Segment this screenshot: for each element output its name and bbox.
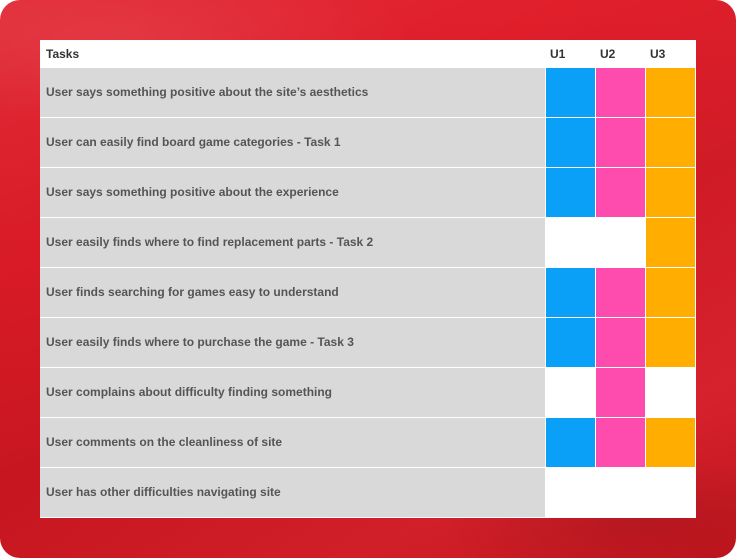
table-row: User can easily find board game categori… <box>40 118 696 168</box>
cell-u1 <box>546 268 595 317</box>
header-u1: U1 <box>550 47 566 61</box>
table-header: Tasks U1 U2 U3 <box>40 40 696 68</box>
task-label: User says something positive about the s… <box>40 68 545 117</box>
task-label: User complains about difficulty finding … <box>40 368 545 417</box>
cell-u2 <box>596 218 645 267</box>
table-row: User complains about difficulty finding … <box>40 368 696 418</box>
task-label: User comments on the cleanliness of site <box>40 418 545 467</box>
table-row: User has other difficulties navigating s… <box>40 468 696 518</box>
cell-u2 <box>596 468 645 517</box>
cell-u2 <box>596 268 645 317</box>
cell-u3 <box>646 468 695 517</box>
header-tasks: Tasks <box>46 47 80 61</box>
cell-u3 <box>646 418 695 467</box>
cell-u1 <box>546 468 595 517</box>
cell-u3 <box>646 68 695 117</box>
table-row: User easily finds where to find replacem… <box>40 218 696 268</box>
cell-u3 <box>646 168 695 217</box>
table-row: User says something positive about the s… <box>40 68 696 118</box>
task-label: User easily finds where to purchase the … <box>40 318 545 367</box>
cell-u3 <box>646 368 695 417</box>
cell-u3 <box>646 318 695 367</box>
cell-u2 <box>596 418 645 467</box>
cell-u1 <box>546 418 595 467</box>
cell-u1 <box>546 168 595 217</box>
cell-u1 <box>546 368 595 417</box>
cell-u2 <box>596 118 645 167</box>
task-matrix-table: Tasks U1 U2 U3 User says something posit… <box>40 40 696 518</box>
task-label: User can easily find board game categori… <box>40 118 545 167</box>
cell-u3 <box>646 268 695 317</box>
task-label: User easily finds where to find replacem… <box>40 218 545 267</box>
cell-u1 <box>546 68 595 117</box>
cell-u1 <box>546 118 595 167</box>
cell-u3 <box>646 118 695 167</box>
table-row: User comments on the cleanliness of site <box>40 418 696 468</box>
cell-u2 <box>596 168 645 217</box>
table-row: User says something positive about the e… <box>40 168 696 218</box>
cell-u1 <box>546 318 595 367</box>
task-label: User finds searching for games easy to u… <box>40 268 545 317</box>
table-row: User finds searching for games easy to u… <box>40 268 696 318</box>
table-body: User says something positive about the s… <box>40 68 696 518</box>
cell-u2 <box>596 368 645 417</box>
cell-u2 <box>596 318 645 367</box>
task-label: User says something positive about the e… <box>40 168 545 217</box>
cell-u2 <box>596 68 645 117</box>
header-u3: U3 <box>650 47 666 61</box>
task-label: User has other difficulties navigating s… <box>40 468 545 517</box>
header-u2: U2 <box>600 47 616 61</box>
cell-u3 <box>646 218 695 267</box>
cell-u1 <box>546 218 595 267</box>
table-row: User easily finds where to purchase the … <box>40 318 696 368</box>
